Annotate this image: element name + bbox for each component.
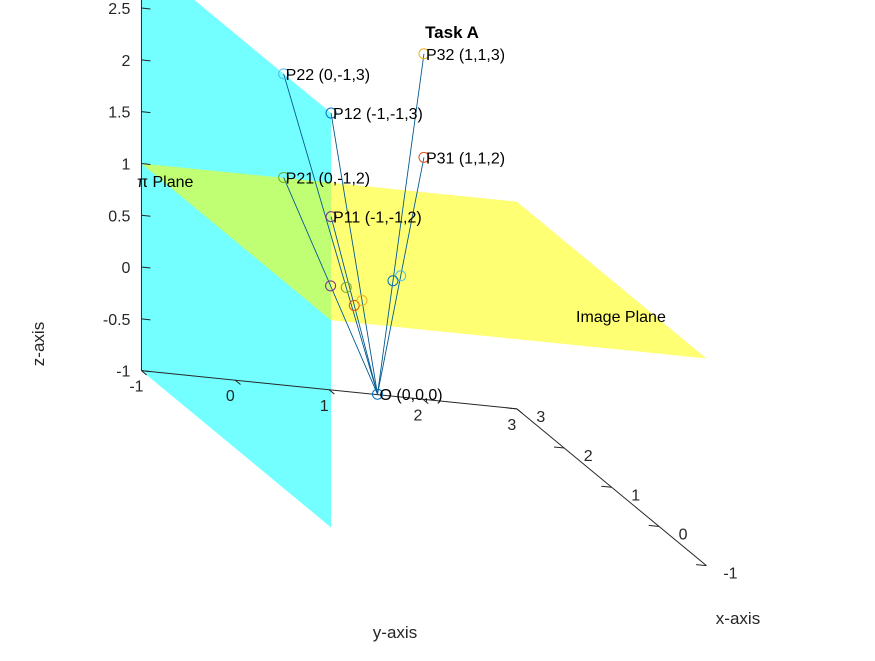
x-axis-label: x-axis <box>716 609 760 628</box>
y-tick-label: 3 <box>507 417 516 434</box>
point-label-p21: P21 (0,-1,2) <box>286 170 370 187</box>
z-tick-label: 1 <box>122 156 131 173</box>
z-tick-label: 1.5 <box>108 105 130 122</box>
z-tick-label: -1 <box>116 364 130 381</box>
z-tick-label: 2.5 <box>108 1 130 18</box>
y-tick-label: 0 <box>226 388 235 405</box>
x-tick-label: 3 <box>536 409 545 426</box>
z-tick-label: 0.5 <box>108 208 130 225</box>
pi-plane-label: π Plane <box>137 174 194 191</box>
point-label-p11: P11 (-1,-1,2) <box>333 210 422 227</box>
point-label-p12: P12 (-1,-1,3) <box>333 106 423 123</box>
point-label-p31: P31 (1,1,2) <box>426 150 505 167</box>
y-tick-label: -1 <box>129 379 143 396</box>
x-tick-label: 2 <box>584 448 593 465</box>
x-tick-label: 1 <box>631 487 640 504</box>
y-axis-label: y-axis <box>373 623 417 642</box>
z-tick-label: -0.5 <box>103 312 131 329</box>
x-tick-label: 0 <box>679 526 688 543</box>
y-tick <box>517 409 522 413</box>
image-plane-label: Image Plane <box>576 309 666 326</box>
z-tick-label: 0 <box>122 260 131 277</box>
chart-title: Task A <box>425 23 479 42</box>
z-axis-label: z-axis <box>29 322 48 366</box>
x-tick <box>507 408 517 409</box>
z-tick-label: 2 <box>122 53 131 70</box>
origin-label: O (0,0,0) <box>380 387 443 404</box>
y-tick-label: 1 <box>320 398 329 415</box>
point-label-p32: P32 (1,1,3) <box>426 47 505 64</box>
y-tick-label: 2 <box>414 407 423 424</box>
x-tick-label: -1 <box>723 566 737 583</box>
point-label-p22: P22 (0,-1,3) <box>286 67 370 84</box>
